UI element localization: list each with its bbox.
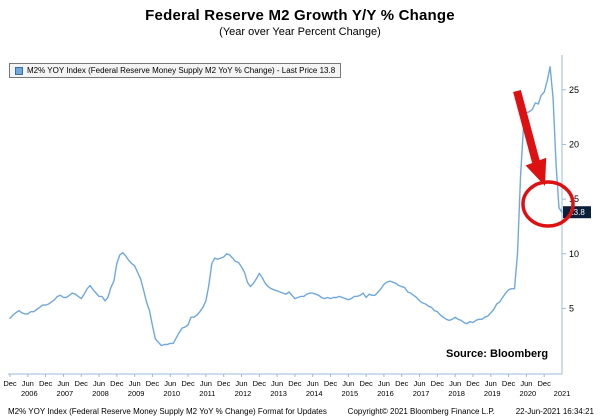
x-month-label: Dec — [288, 379, 302, 388]
x-month-label: Jun — [414, 379, 426, 388]
y-tick-label: 10 — [569, 249, 579, 259]
m2-yoy-line-series — [9, 66, 563, 347]
chart-title: Federal Reserve M2 Growth Y/Y % Change — [145, 7, 455, 24]
x-year-label: 2014 — [306, 389, 323, 398]
x-month-label: Jun — [129, 379, 141, 388]
series-swatch-icon — [15, 66, 23, 75]
x-month-label: Jun — [307, 379, 319, 388]
y-tick-label: 5 — [569, 303, 574, 313]
x-month-label: Dec — [39, 379, 53, 388]
x-year-label: 2006 — [21, 389, 38, 398]
x-year-label: 2013 — [270, 389, 287, 398]
x-year-label: 2009 — [128, 389, 145, 398]
footer-datetime: 22-Jun-2021 16:34:21 — [515, 407, 594, 416]
x-year-label: 2012 — [235, 389, 252, 398]
x-year-label: 2015 — [341, 389, 358, 398]
x-month-label: Jun — [271, 379, 283, 388]
last-price-badge-text: 13.8 — [569, 208, 585, 217]
x-month-label: Dec — [431, 379, 445, 388]
x-month-label: Dec — [181, 379, 195, 388]
x-month-label: Jun — [22, 379, 34, 388]
x-year-label: 2018 — [448, 389, 465, 398]
x-month-label: Jun — [235, 379, 247, 388]
x-year-label: 2016 — [377, 389, 394, 398]
x-year-label: 2021 — [554, 389, 571, 398]
x-month-label: Jun — [520, 379, 532, 388]
x-month-label: Jun — [164, 379, 176, 388]
x-month-label: Dec — [466, 379, 480, 388]
annotation-arrow-shaft — [513, 89, 540, 164]
x-month-label: Jun — [93, 379, 105, 388]
y-tick-label: 25 — [569, 85, 579, 95]
x-month-label: Jun — [485, 379, 497, 388]
x-month-label: Dec — [324, 379, 338, 388]
x-year-label: 2011 — [199, 389, 215, 398]
x-month-label: Dec — [3, 379, 17, 388]
x-year-label: 2010 — [163, 389, 180, 398]
x-month-label: Dec — [253, 379, 267, 388]
x-month-label: Dec — [395, 379, 409, 388]
x-month-label: Dec — [359, 379, 373, 388]
footer-index-note: M2% YOY Index (Federal Reserve Money Sup… — [8, 407, 327, 416]
footer: M2% YOY Index (Federal Reserve Money Sup… — [8, 407, 594, 416]
x-month-label: Dec — [146, 379, 160, 388]
legend[interactable]: M2% YOY Index (Federal Reserve Money Sup… — [9, 63, 342, 78]
x-month-label: Jun — [342, 379, 354, 388]
x-year-label: 2019 — [484, 389, 501, 398]
x-month-label: Jun — [449, 379, 461, 388]
x-month-label: Dec — [217, 379, 231, 388]
x-month-label: Dec — [538, 379, 552, 388]
x-month-label: Dec — [75, 379, 89, 388]
x-year-label: 2020 — [520, 389, 537, 398]
x-year-label: 2007 — [57, 389, 74, 398]
x-month-label: Jun — [57, 379, 69, 388]
x-year-label: 2008 — [92, 389, 109, 398]
x-month-label: Dec — [502, 379, 516, 388]
source-label: Source: Bloomberg — [446, 348, 549, 360]
legend-label: M2% YOY Index (Federal Reserve Money Sup… — [27, 66, 336, 75]
x-year-label: 2017 — [413, 389, 430, 398]
annotation-arrow-head — [525, 157, 547, 186]
y-tick-label: 20 — [569, 139, 579, 149]
x-month-label: Jun — [200, 379, 212, 388]
footer-copyright: Copyright© 2021 Bloomberg Finance L.P. — [347, 407, 495, 416]
chart-subtitle: (Year over Year Percent Change) — [219, 26, 381, 38]
annotation-circle — [521, 180, 575, 228]
x-month-label: Dec — [110, 379, 124, 388]
x-month-label: Jun — [378, 379, 390, 388]
